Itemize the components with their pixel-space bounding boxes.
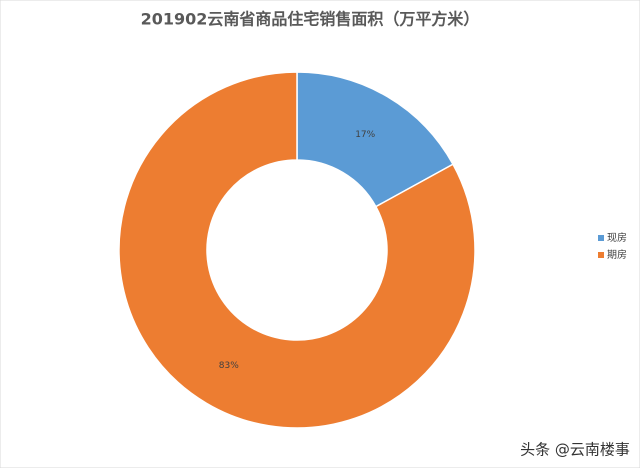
data-label: 83% <box>219 361 239 371</box>
legend-label: 期房 <box>607 248 627 261</box>
data-label: 17% <box>355 130 375 140</box>
chart-title: 201902云南省商品住宅销售面积（万平方米） <box>141 10 480 29</box>
legend-label: 现房 <box>607 231 627 244</box>
watermark: 头条 @云南楼事 <box>520 441 630 459</box>
legend-swatch <box>598 235 604 241</box>
legend-swatch <box>598 252 604 258</box>
donut-slice <box>118 71 476 429</box>
donut-slice <box>296 71 455 208</box>
